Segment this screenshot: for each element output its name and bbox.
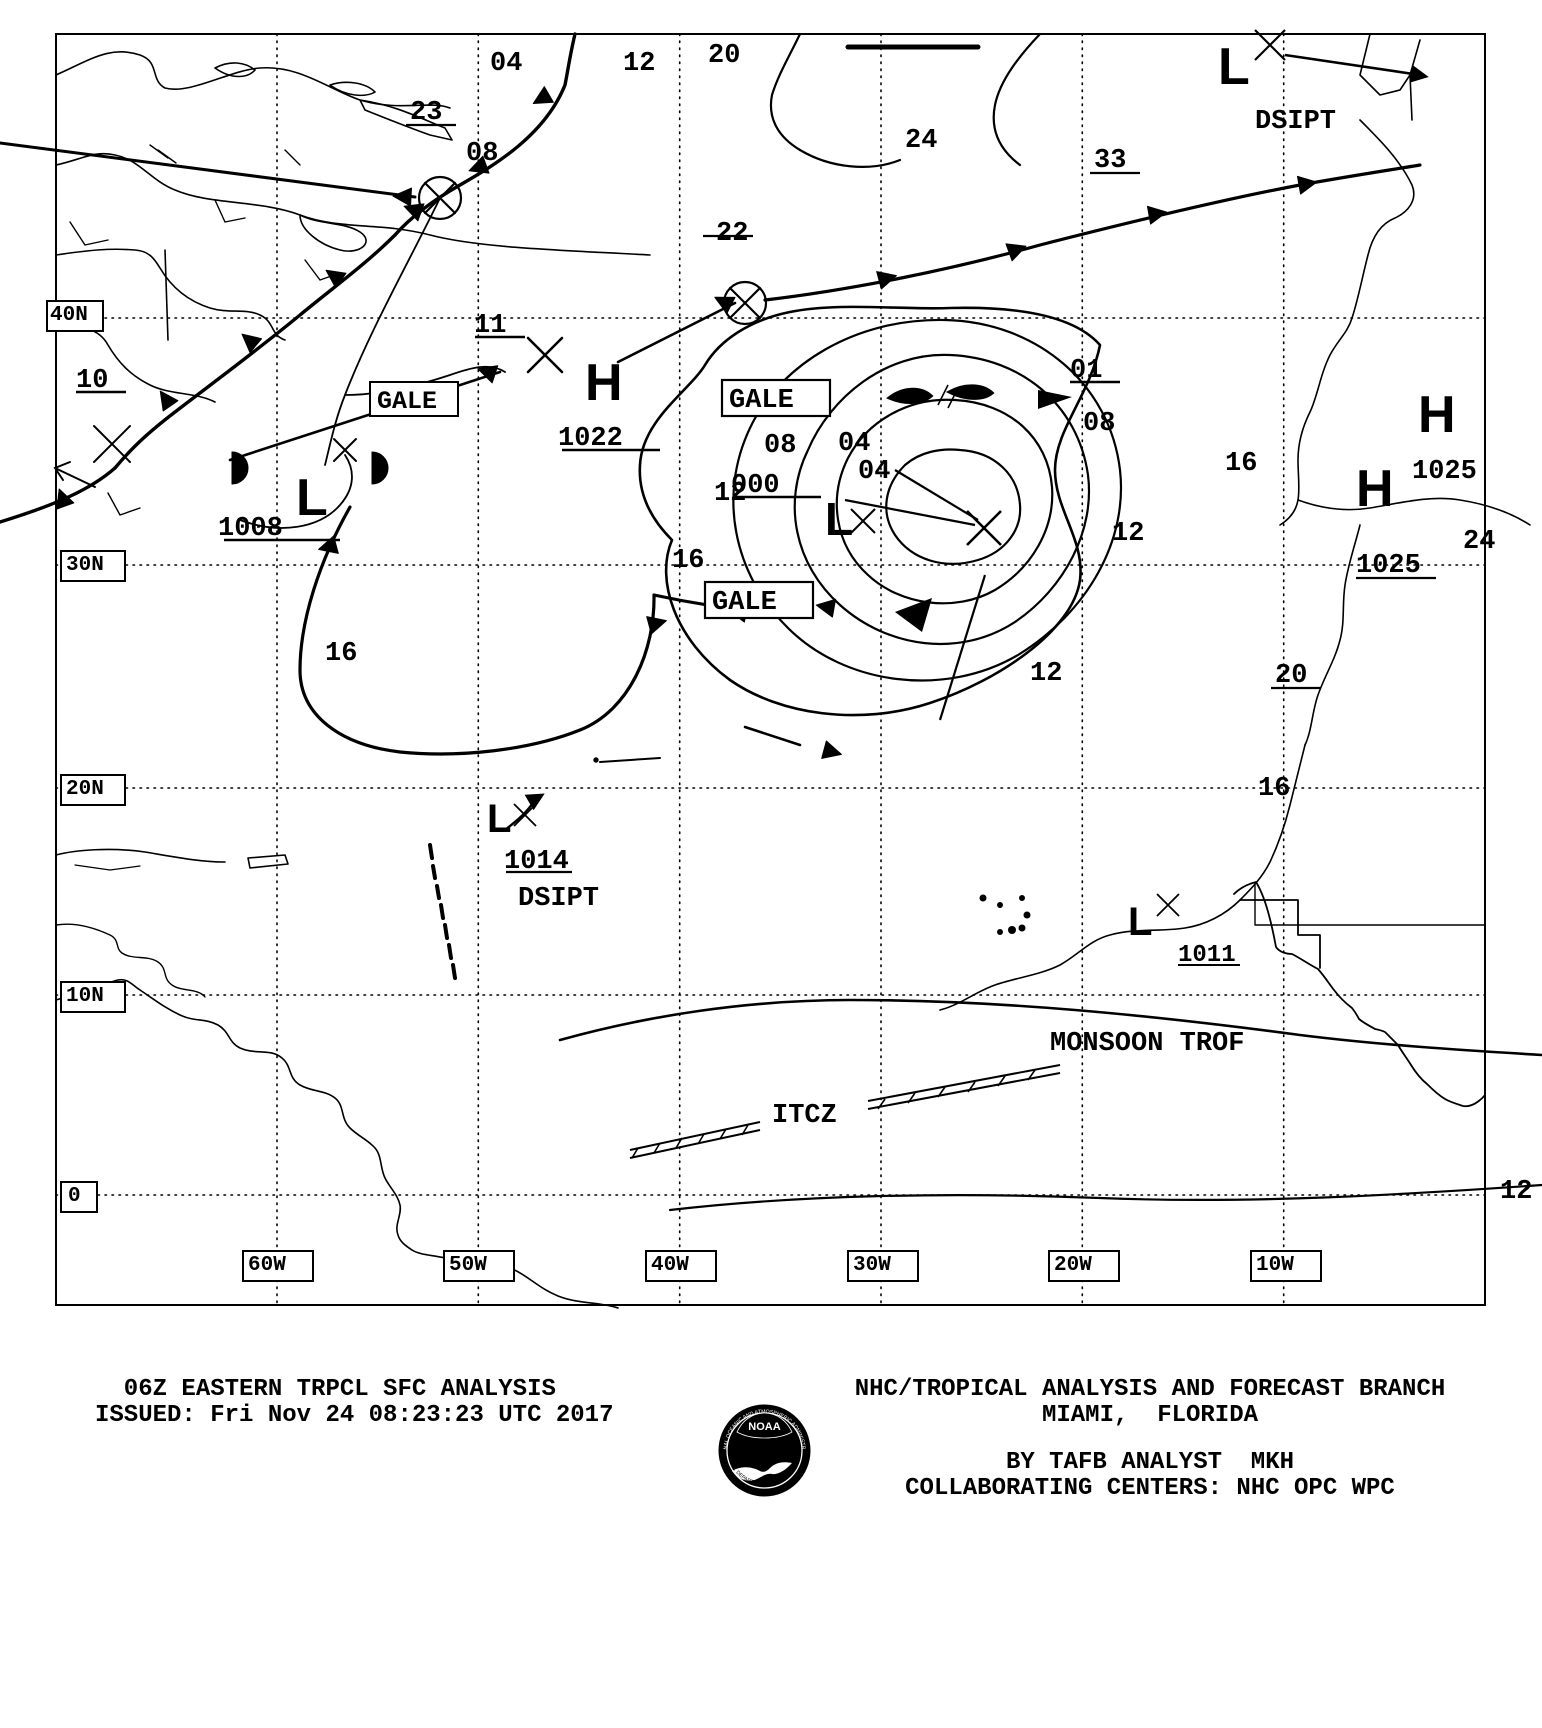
svg-text:12: 12 xyxy=(714,479,746,509)
svg-text:08: 08 xyxy=(1083,409,1115,439)
svg-text:20: 20 xyxy=(708,41,740,71)
svg-text:1011: 1011 xyxy=(1178,942,1236,969)
svg-text:08: 08 xyxy=(764,431,796,461)
svg-text:20: 20 xyxy=(1275,661,1307,691)
svg-text:11: 11 xyxy=(474,311,506,341)
svg-text:12: 12 xyxy=(1030,659,1062,689)
svg-text:1008: 1008 xyxy=(218,514,283,544)
svg-text:L: L xyxy=(487,797,511,841)
svg-text:33: 33 xyxy=(1094,146,1126,176)
svg-text:ITCZ: ITCZ xyxy=(772,1101,837,1131)
svg-text:MONSOON TROF: MONSOON TROF xyxy=(1050,1029,1244,1059)
svg-text:GALE: GALE xyxy=(712,588,777,618)
svg-text:24: 24 xyxy=(1463,527,1495,557)
svg-text:H: H xyxy=(1418,386,1456,444)
svg-text:GALE: GALE xyxy=(729,386,794,416)
svg-text:L: L xyxy=(825,493,853,545)
svg-text:DSIPT: DSIPT xyxy=(518,884,599,914)
svg-text:22: 22 xyxy=(716,219,748,249)
svg-text:L: L xyxy=(296,469,328,527)
svg-text:L: L xyxy=(1128,900,1152,944)
svg-text:01: 01 xyxy=(1070,356,1102,386)
svg-text:1022: 1022 xyxy=(558,424,623,454)
svg-text:08: 08 xyxy=(466,139,498,169)
svg-text:12: 12 xyxy=(1112,519,1144,549)
svg-text:24: 24 xyxy=(905,126,937,156)
svg-text:12: 12 xyxy=(623,49,655,79)
svg-text:L: L xyxy=(1218,38,1250,96)
svg-text:1014: 1014 xyxy=(504,847,569,877)
svg-text:16: 16 xyxy=(1258,774,1290,804)
svg-text:04: 04 xyxy=(490,49,522,79)
svg-text:23: 23 xyxy=(410,98,442,128)
svg-text:04: 04 xyxy=(858,457,890,487)
svg-text:16: 16 xyxy=(1225,449,1257,479)
svg-text:H: H xyxy=(585,354,623,412)
svg-text:GALE: GALE xyxy=(377,387,437,416)
svg-text:1025: 1025 xyxy=(1356,551,1421,581)
svg-text:NOAA: NOAA xyxy=(748,1421,780,1433)
svg-text:16: 16 xyxy=(325,639,357,669)
svg-text:DSIPT: DSIPT xyxy=(1255,107,1336,137)
svg-text:H: H xyxy=(1356,460,1394,518)
svg-text:10: 10 xyxy=(76,366,108,396)
svg-text:16: 16 xyxy=(672,546,704,576)
svg-text:1025: 1025 xyxy=(1412,457,1477,487)
svg-text:12: 12 xyxy=(1500,1177,1532,1207)
svg-text:04: 04 xyxy=(838,429,870,459)
